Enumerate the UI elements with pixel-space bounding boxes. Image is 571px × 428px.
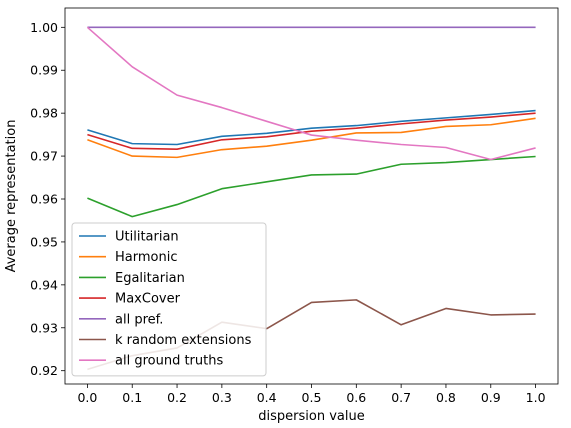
x-tick-label: 0.3 — [212, 390, 232, 405]
series-line-maxcover — [87, 112, 536, 151]
x-tick-label: 1.0 — [526, 390, 546, 405]
y-tick-label: 0.92 — [30, 363, 58, 378]
series-line-all-ground-truths — [86, 26, 536, 161]
x-tick-label: 0.1 — [122, 390, 142, 405]
y-tick-label: 0.99 — [30, 63, 58, 78]
legend-entry-label: Utilitarian — [115, 230, 179, 245]
y-tick-label: 0.95 — [30, 234, 58, 249]
legend-entry-label: all pref. — [115, 312, 163, 327]
y-tick-label: 0.98 — [30, 106, 58, 121]
legend-entry-label: all ground truths — [115, 354, 223, 369]
y-tick-label: 0.94 — [30, 277, 58, 292]
x-tick-label: 0.2 — [167, 390, 187, 405]
y-tick-label: 0.93 — [30, 320, 58, 335]
legend-entry-label: Egalitarian — [115, 271, 185, 286]
legend-entry-label: Harmonic — [115, 250, 177, 265]
x-tick-label: 0.8 — [436, 390, 456, 405]
y-tick-label: 0.97 — [30, 149, 58, 164]
x-axis-label: dispersion value — [258, 409, 364, 424]
x-tick-label: 0.0 — [77, 390, 97, 405]
x-tick-label: 0.6 — [346, 390, 366, 405]
x-tick-label: 0.4 — [257, 390, 277, 405]
legend: Utilitarian Harmonic Egalitarian MaxCover al… — [71, 222, 267, 377]
legend-entry-label: MaxCover — [115, 292, 181, 307]
legend-entry-label: k random extensions — [115, 333, 252, 348]
x-tick-label: 0.9 — [481, 390, 501, 405]
series-line-utilitarian — [87, 109, 536, 146]
y-tick-label: 0.96 — [30, 192, 58, 207]
x-axis-ticks: 0.0 0.1 0.2 0.3 0.4 0.5 0.6 0.7 0.8 0.9 1.0 — [77, 384, 546, 405]
y-tick-label: 1.00 — [30, 20, 58, 35]
series-line-egalitarian — [87, 155, 536, 218]
series-line-harmonic — [87, 117, 536, 159]
legend-box — [71, 222, 267, 377]
y-axis-label: Average representation — [4, 120, 19, 273]
y-axis-ticks: 0.92 0.93 0.94 0.95 0.96 0.97 0.98 0.99 1.00 — [30, 20, 65, 378]
x-tick-label: 0.5 — [302, 390, 322, 405]
x-tick-label: 0.7 — [391, 390, 411, 405]
